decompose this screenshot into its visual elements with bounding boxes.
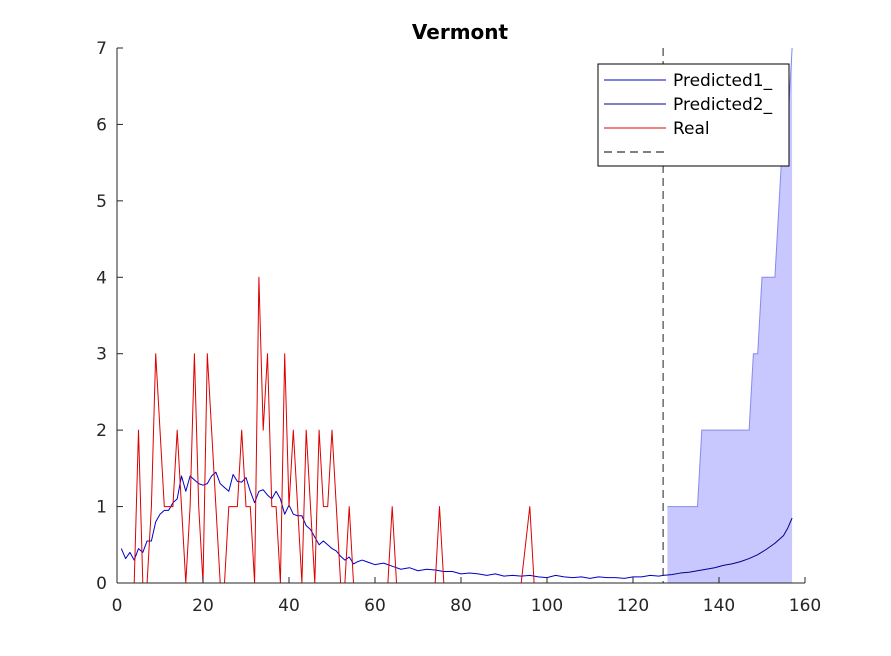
prediction-band <box>667 48 793 583</box>
legend: Predicted1_ Predicted2_ Real <box>597 63 790 167</box>
y-tick-label: 1 <box>96 498 107 518</box>
y-tick-label: 5 <box>96 192 107 212</box>
x-tick-label: 160 <box>789 596 821 616</box>
x-tick-label: 0 <box>112 596 123 616</box>
legend-label-predicted2: Predicted2_ <box>673 95 773 115</box>
y-tick-label: 2 <box>96 421 107 441</box>
y-tick-label: 0 <box>96 574 107 594</box>
x-tick-label: 40 <box>278 596 300 616</box>
x-tick-label: 140 <box>703 596 735 616</box>
legend-box <box>597 63 790 167</box>
series-line-predicted2 <box>663 517 793 576</box>
legend-label-real: Real <box>673 119 710 139</box>
y-tick-label: 6 <box>96 115 107 135</box>
y-tick-label: 3 <box>96 345 107 365</box>
x-tick-label: 80 <box>450 596 472 616</box>
x-tick-label: 100 <box>531 596 563 616</box>
y-tick-label: 7 <box>96 39 107 59</box>
series-line-predicted1 <box>120 471 664 579</box>
prediction-band-upper <box>667 47 793 508</box>
series-line-real <box>121 276 664 584</box>
chart-title: Vermont <box>412 20 509 44</box>
x-tick-label: 60 <box>364 596 386 616</box>
axes: 0 20 40 60 80 100 120 140 160 0 1 2 3 4 5 6 7 <box>96 39 821 616</box>
x-tick-label: 20 <box>192 596 214 616</box>
x-tick-label: 120 <box>617 596 649 616</box>
legend-label-predicted1: Predicted1_ <box>673 71 773 91</box>
y-tick-label: 4 <box>96 268 107 288</box>
